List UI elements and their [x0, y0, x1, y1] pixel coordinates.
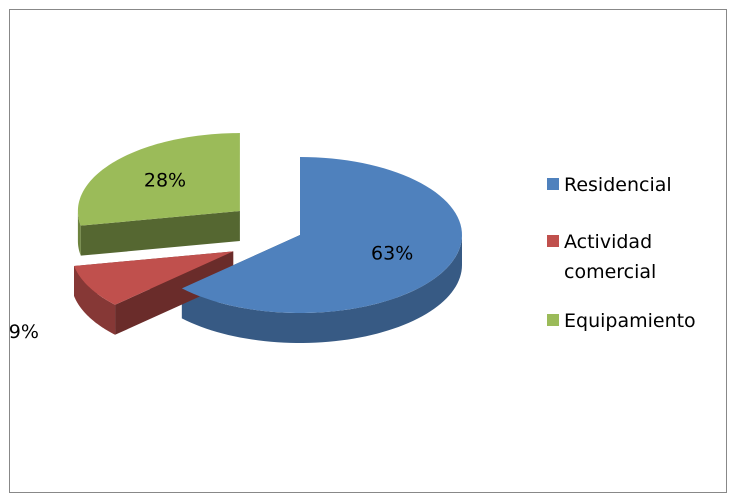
slice-wall: [181, 235, 462, 343]
legend-swatch: [547, 178, 559, 190]
slice-tops: [74, 133, 462, 313]
data-label: 28%: [144, 170, 186, 192]
legend-swatch: [547, 235, 559, 247]
pie-slice: [181, 157, 462, 313]
slice-side: [80, 211, 240, 256]
pie-slice: [77, 133, 240, 226]
legend-label: Equipamiento: [564, 310, 696, 332]
pie-slice: [74, 251, 234, 305]
legend-swatch: [547, 314, 559, 326]
legend-label: Residencial: [564, 174, 672, 196]
legend-item: Equipamiento: [547, 306, 717, 336]
legend-label: Actividad comercial: [564, 231, 657, 283]
data-label: 9%: [9, 321, 39, 343]
slice-wall: [74, 266, 116, 335]
slice-wall: [77, 211, 81, 256]
legend-item: Residencial: [547, 170, 717, 200]
legend-item: Actividad comercial: [547, 227, 717, 287]
data-label: 63%: [371, 243, 413, 265]
